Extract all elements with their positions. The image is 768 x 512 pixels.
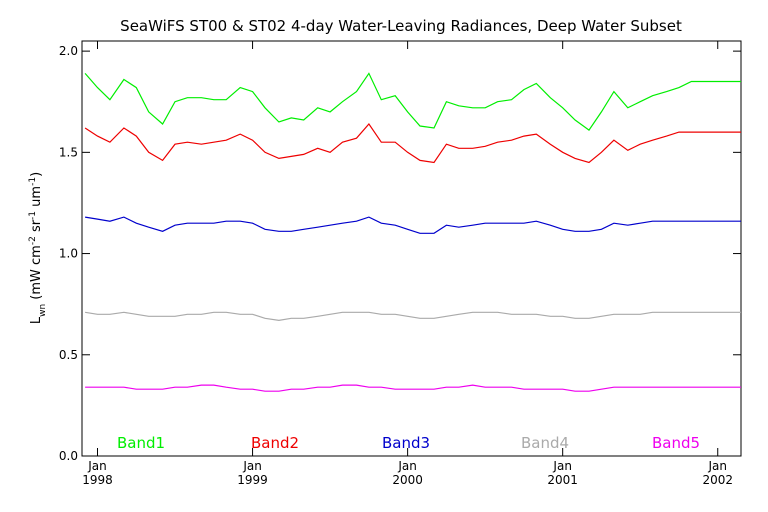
y-axis-label-sub: wn	[38, 304, 48, 317]
y-axis-label-sup3: -1	[28, 177, 38, 186]
legend-label-band5: Band5	[652, 434, 700, 452]
y-axis-label-units-d: )	[29, 172, 44, 177]
y-axis-label: Lwn (mW cm-2 sr-1 um-1)	[28, 172, 48, 324]
series-line-band2	[84, 123, 741, 164]
legend-label-band2: Band2	[251, 434, 299, 452]
y-axis-label-sup2: -1	[28, 211, 38, 220]
x-tick-month: Jan	[87, 459, 107, 473]
series-line-band5	[85, 384, 741, 392]
chart-title: SeaWiFS ST00 & ST02 4-day Water-Leaving …	[120, 17, 682, 35]
series-line-band4	[85, 311, 741, 322]
x-tick-year: 2000	[392, 473, 423, 487]
y-axis-label-sup1: -2	[28, 236, 38, 245]
legend-label-band1: Band1	[117, 434, 165, 452]
x-tick-year: 1998	[82, 473, 113, 487]
x-tick-month: Jan	[397, 459, 417, 473]
series-line-band1	[84, 72, 741, 131]
y-axis-label-units-a: (mW cm	[29, 245, 44, 304]
y-axis-label-base: L	[29, 316, 44, 324]
series-line-band3	[85, 216, 741, 234]
legend-label-band4: Band4	[521, 434, 569, 452]
x-tick-month: Jan	[242, 459, 262, 473]
y-axis-label-units-b: sr	[29, 219, 44, 236]
x-tick-year: 2001	[547, 473, 578, 487]
legend-label-band3: Band3	[382, 434, 430, 452]
x-tick-month: Jan	[552, 459, 572, 473]
y-axis: 0.0 0.5 1.0 1.5 2.0	[59, 44, 741, 463]
series-lines	[84, 72, 741, 392]
y-tick-label: 2.0	[59, 44, 78, 58]
x-tick-month: Jan	[707, 459, 727, 473]
x-tick-year: 1999	[237, 473, 268, 487]
y-tick-label: 1.0	[59, 247, 78, 261]
legend: Band1 Band2 Band3 Band4 Band5	[117, 434, 700, 452]
x-tick-year: 2002	[702, 473, 733, 487]
y-tick-label: 1.5	[59, 145, 78, 159]
y-tick-label: 0.5	[59, 348, 78, 362]
y-tick-label: 0.0	[59, 449, 78, 463]
plot-frame	[81, 40, 742, 457]
y-axis-label-units-c: um	[29, 186, 44, 211]
